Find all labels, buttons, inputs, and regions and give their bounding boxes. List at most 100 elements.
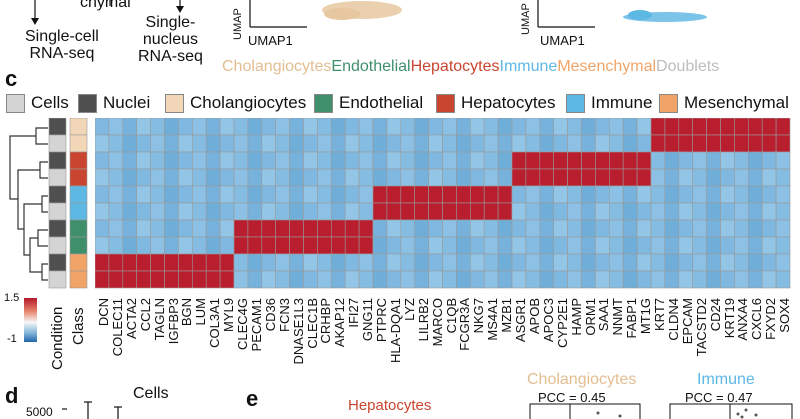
heatmap-cell — [581, 219, 596, 238]
heatmap-cell — [595, 134, 610, 153]
heatmap-cell — [567, 236, 582, 255]
heatmap-cell — [650, 253, 666, 272]
heatmap-cell — [622, 236, 638, 255]
heatmap-cell — [442, 168, 457, 187]
heatmap-cell — [372, 168, 388, 187]
heatmap-cell — [539, 168, 554, 187]
heatmap-cell — [747, 151, 763, 170]
heatmap-cell — [734, 134, 749, 153]
heatmap-cell — [400, 151, 415, 170]
heatmap-cell — [289, 185, 304, 204]
legend-cholangiocytes: Cholangiocytes — [165, 92, 306, 114]
heatmap-cell — [372, 253, 388, 272]
condition-cell — [48, 219, 67, 238]
heatmap-cell — [289, 219, 304, 238]
heatmap-cell — [261, 219, 277, 238]
heatmap-cell — [372, 236, 388, 255]
heatmap-cell — [761, 202, 777, 221]
class-cell — [69, 134, 88, 153]
heatmap-cell — [95, 134, 110, 153]
gene-label: TAGLN — [151, 298, 167, 341]
heatmap-cell — [469, 219, 485, 238]
heatmap-cell — [636, 253, 652, 272]
heatmap-cell — [692, 253, 707, 272]
heatmap-cell — [678, 236, 693, 255]
heatmap-cell — [233, 118, 249, 136]
condition-cell — [48, 202, 67, 221]
row-label-condition: Condition — [49, 306, 66, 370]
heatmap-cell — [497, 270, 513, 289]
condition-cell — [48, 134, 67, 153]
heatmap-cell — [95, 202, 110, 221]
umap-left-plot — [249, 0, 402, 28]
heatmap-cell — [136, 151, 151, 170]
heatmap-cell — [720, 118, 735, 136]
flow-single-cell-label: Single-cell RNA-seq — [25, 28, 99, 62]
heatmap-cell — [720, 151, 735, 170]
heatmap-cell — [331, 236, 346, 255]
heatmap-cell — [233, 270, 249, 289]
heatmap-cell — [483, 185, 499, 204]
heatmap-cell — [497, 202, 513, 221]
heatmap-cell — [372, 185, 388, 204]
heatmap-cell — [469, 270, 485, 289]
class-cell — [69, 168, 88, 187]
cluster-label-hepatocytes: Hepatocytes — [410, 58, 500, 75]
heatmap-cell — [344, 236, 360, 255]
heatmap-cell — [428, 253, 443, 272]
heatmap-cell — [275, 118, 290, 136]
heatmap-cell — [95, 168, 110, 187]
heatmap-cell — [372, 219, 388, 238]
gene-label: LILRB2 — [415, 298, 431, 342]
heatmap-cell — [636, 202, 652, 221]
heatmap-cell — [400, 236, 415, 255]
heatmap-cell — [317, 219, 332, 238]
heatmap-cell — [108, 185, 124, 204]
heatmap-cell — [553, 270, 568, 289]
heatmap-cell — [692, 202, 707, 221]
legend-hepatocytes: Hepatocytes — [436, 92, 556, 114]
heatmap-cell — [108, 202, 124, 221]
heatmap-cell — [622, 118, 638, 136]
heatmap-cell — [511, 168, 527, 187]
heatmap-cell — [150, 253, 165, 272]
heatmap-cell — [539, 270, 554, 289]
heatmap-cell — [122, 168, 137, 187]
heatmap-cell — [122, 236, 137, 255]
heatmap-cell — [261, 270, 277, 289]
heatmap-cell — [136, 185, 151, 204]
gene-label: FABP1 — [624, 298, 640, 339]
heatmap-cell — [386, 253, 402, 272]
gene-label: CD36 — [262, 298, 278, 332]
heatmap-cell — [233, 185, 249, 204]
heatmap-cell — [428, 236, 443, 255]
panel-e-cholangiocytes-title: Cholangiocytes — [527, 371, 637, 388]
heatmap-cell — [400, 185, 415, 204]
heatmap-cell — [303, 253, 318, 272]
heatmap-cell — [275, 168, 290, 187]
gene-label: MS4A1 — [485, 298, 501, 341]
heatmap-cell — [511, 270, 527, 289]
heatmap-cell — [331, 185, 346, 204]
heatmap-cell — [636, 168, 652, 187]
heatmap-cell — [442, 236, 457, 255]
heatmap-cell — [303, 118, 318, 136]
heatmap-cell — [553, 236, 568, 255]
heatmap-cell — [136, 168, 151, 187]
heatmap-cell — [178, 236, 193, 255]
legend-nuclei: Nuclei — [78, 92, 150, 114]
condition-cell — [48, 168, 67, 187]
heatmap-cell — [331, 253, 346, 272]
heatmap-cell — [192, 185, 207, 204]
heatmap-cell — [720, 253, 735, 272]
heatmap-cell — [414, 219, 429, 238]
heatmap-cell — [456, 270, 471, 289]
heatmap-cell — [205, 134, 221, 153]
heatmap-cell — [456, 219, 471, 238]
heatmap-cell — [386, 185, 402, 204]
heatmap-cell — [108, 151, 124, 170]
gene-label: DNASE1L3 — [290, 298, 306, 365]
heatmap-cell — [303, 219, 318, 238]
heatmap-cell — [164, 219, 179, 238]
heatmap-cell — [664, 202, 680, 221]
